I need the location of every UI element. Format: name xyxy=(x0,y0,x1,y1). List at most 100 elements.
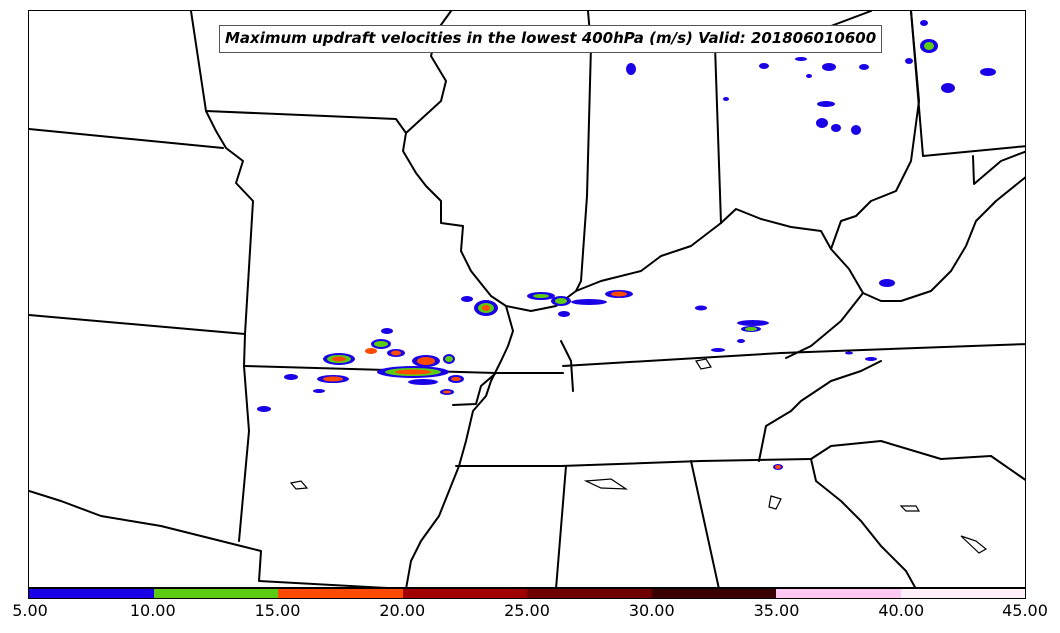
updraft-cell xyxy=(374,341,388,347)
updraft-cell xyxy=(775,465,781,469)
colorbar-tick-labels: 5.00 10.00 15.00 20.00 25.00 30.00 35.00 40.00 4… xyxy=(0,601,1060,623)
lake-outline xyxy=(289,480,309,490)
state-border xyxy=(29,128,224,149)
colorbar-tick-label: 25.00 xyxy=(504,601,550,620)
colorbar-segment xyxy=(900,589,1025,598)
state-border xyxy=(555,465,567,587)
updraft-cell xyxy=(626,63,636,75)
updraft-cell xyxy=(745,327,757,331)
updraft-cell xyxy=(822,63,836,71)
updraft-cell xyxy=(924,42,934,50)
updraft-cell xyxy=(257,406,271,412)
colorbar-segment xyxy=(29,589,154,598)
colorbar-segment xyxy=(527,589,652,598)
updraft-cell xyxy=(445,356,453,362)
lake-outline xyxy=(695,358,712,370)
updraft-cell xyxy=(284,374,298,380)
updraft-cell xyxy=(408,379,438,385)
lake-outline xyxy=(768,495,782,510)
lake-outline xyxy=(960,535,988,554)
colorbar-tick-label: 10.00 xyxy=(129,601,176,620)
updraft-cell xyxy=(611,291,627,297)
state-border xyxy=(190,11,254,335)
river-border xyxy=(560,340,574,392)
colorbar-segment xyxy=(278,589,403,598)
updraft-cell xyxy=(313,389,325,393)
updraft-cell xyxy=(365,348,377,354)
colorbar-tick-label: 40.00 xyxy=(878,601,925,620)
updraft-cell xyxy=(558,311,570,317)
updraft-cell xyxy=(831,124,841,132)
updraft-cell xyxy=(571,299,607,305)
updraft-cell xyxy=(737,320,769,326)
updraft-cell xyxy=(482,305,490,311)
updraft-cell xyxy=(759,63,769,69)
state-border xyxy=(862,176,1025,302)
map-panel: Maximum updraft velocities in the lowest… xyxy=(28,10,1026,588)
updraft-cell xyxy=(795,57,807,61)
updraft-cell xyxy=(395,369,431,375)
updraft-cell xyxy=(323,376,343,382)
updraft-cell xyxy=(711,348,725,352)
state-border xyxy=(758,360,882,462)
state-border xyxy=(810,440,1025,481)
colorbar-segment xyxy=(153,589,278,598)
updraft-cell xyxy=(555,298,567,304)
updraft-cell xyxy=(533,294,549,298)
updraft-cell xyxy=(391,350,401,356)
state-border xyxy=(575,11,592,292)
state-border xyxy=(243,365,497,374)
updraft-cell xyxy=(806,74,812,78)
updraft-cell xyxy=(723,97,729,101)
state-border xyxy=(562,343,1025,367)
state-border xyxy=(238,333,250,542)
state-border xyxy=(505,222,722,312)
updraft-cell xyxy=(443,390,451,394)
updraft-cell xyxy=(845,351,853,355)
state-border xyxy=(452,372,497,406)
colorbar xyxy=(28,588,1026,599)
updraft-cell xyxy=(941,83,955,93)
updraft-cell xyxy=(920,20,928,26)
updraft-cell xyxy=(865,357,877,361)
map-svg xyxy=(29,11,1025,587)
river-border xyxy=(720,208,864,359)
colorbar-tick-label: 45.00 xyxy=(1002,601,1048,620)
colorbar-segment xyxy=(402,589,527,598)
state-border xyxy=(714,45,722,224)
updraft-cell xyxy=(695,305,707,311)
colorbar-segment xyxy=(651,589,776,598)
updraft-cell xyxy=(451,377,461,381)
state-border xyxy=(29,490,242,547)
colorbar-tick-label: 35.00 xyxy=(753,601,800,620)
state-border xyxy=(240,545,388,587)
updraft-cell xyxy=(417,357,435,365)
updraft-cell xyxy=(461,296,473,302)
colorbar-tick-label: 15.00 xyxy=(254,601,301,620)
lake-outline xyxy=(899,505,921,512)
colorbar-tick-label: 30.00 xyxy=(628,601,675,620)
updraft-cell xyxy=(859,64,869,70)
state-border xyxy=(29,314,246,335)
river-border xyxy=(402,132,514,587)
state-border xyxy=(910,11,1025,157)
state-border xyxy=(690,460,720,587)
colorbar-segment xyxy=(776,589,901,598)
updraft-cell xyxy=(879,279,895,287)
state-border xyxy=(972,150,1025,185)
state-border xyxy=(830,11,920,250)
colorbar-tick-label: 20.00 xyxy=(379,601,426,620)
updraft-cell xyxy=(980,68,996,76)
updraft-cell xyxy=(817,101,835,107)
updraft-cell xyxy=(737,339,745,343)
state-border xyxy=(455,458,812,467)
updraft-cell xyxy=(816,118,828,128)
updraft-cells xyxy=(257,20,996,470)
updraft-cell xyxy=(851,125,861,135)
updraft-cell xyxy=(332,356,346,362)
state-border xyxy=(810,458,917,587)
map-title: Maximum updraft velocities in the lowest… xyxy=(219,25,883,53)
updraft-cell xyxy=(905,58,913,64)
updraft-cell xyxy=(381,328,393,334)
state-border xyxy=(205,110,407,134)
